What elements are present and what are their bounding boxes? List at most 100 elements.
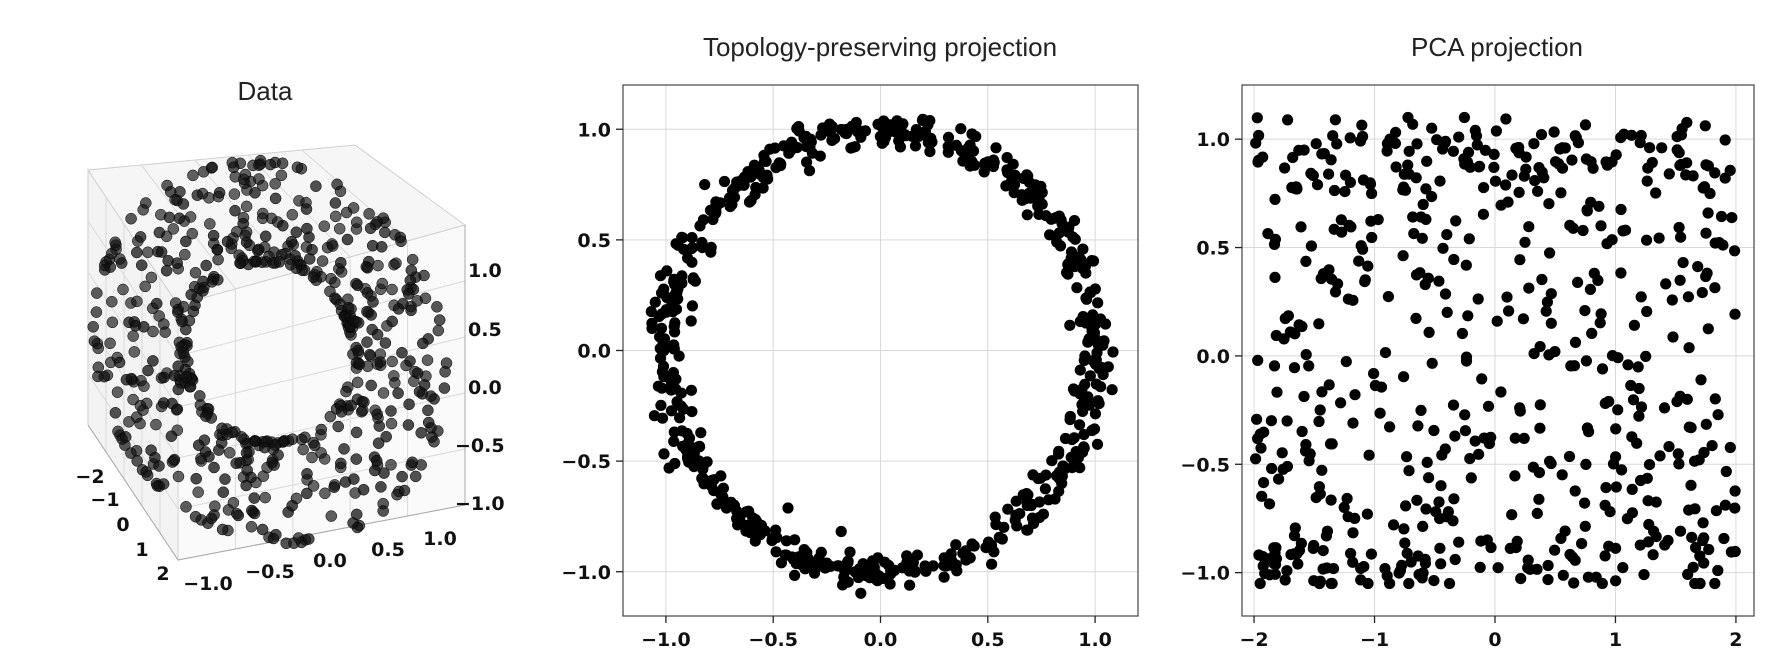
scatter-point-3d bbox=[396, 470, 408, 483]
scatter-point-3d bbox=[386, 315, 398, 328]
pca-panel: PCA projection −2 −1 0 1 2 −1.0 −0.5 0.0 0.5 1.0 bbox=[1180, 32, 1755, 651]
scatter-point bbox=[1094, 313, 1107, 325]
scatter-point-3d bbox=[207, 229, 220, 242]
scatter-point bbox=[672, 239, 684, 251]
scatter-point-3d bbox=[115, 257, 128, 269]
scatter-point bbox=[1535, 129, 1548, 141]
scatter-point bbox=[675, 387, 687, 399]
scatter-point-3d bbox=[127, 330, 139, 342]
scatter-point-3d bbox=[269, 178, 281, 190]
scatter-point bbox=[1441, 306, 1453, 318]
scatter-point-3d bbox=[106, 247, 118, 260]
scatter-point bbox=[1569, 336, 1582, 348]
scatter-point-3d bbox=[187, 169, 199, 182]
scatter-point bbox=[1596, 363, 1609, 375]
z-tick-label: −1.0 bbox=[455, 493, 505, 515]
scatter-point-3d bbox=[189, 299, 201, 312]
scatter-point bbox=[1615, 267, 1627, 279]
y-tick-label: −0.5 bbox=[1180, 454, 1230, 476]
scatter-point bbox=[1449, 553, 1461, 566]
scatter-point bbox=[696, 242, 709, 254]
scatter-point bbox=[1379, 347, 1392, 359]
scatter-point bbox=[1673, 147, 1685, 159]
scatter-point bbox=[1305, 240, 1317, 252]
scatter-point bbox=[879, 131, 892, 143]
scatter-point bbox=[1304, 448, 1316, 460]
scatter-point bbox=[1700, 270, 1712, 283]
scatter-point bbox=[1640, 350, 1652, 362]
scatter-point-3d bbox=[109, 407, 122, 419]
scatter-point bbox=[1064, 319, 1076, 331]
scatter-point bbox=[1043, 494, 1055, 506]
scatter-point bbox=[1474, 160, 1486, 172]
scatter-point bbox=[1662, 534, 1674, 547]
scatter-point bbox=[1699, 120, 1711, 132]
scatter-point bbox=[1435, 480, 1447, 492]
scatter-point bbox=[1035, 198, 1048, 210]
scatter-point-3d bbox=[249, 256, 262, 268]
scatter-point bbox=[1644, 142, 1656, 154]
scatter-point-3d bbox=[253, 173, 265, 185]
scatter-point bbox=[1482, 400, 1495, 412]
scatter-point bbox=[786, 136, 798, 148]
scatter-point-3d bbox=[172, 306, 184, 318]
scatter-point-3d bbox=[232, 509, 245, 522]
scatter-point-3d bbox=[395, 235, 407, 248]
scatter-point bbox=[1421, 456, 1433, 468]
x-tick-label: 1 bbox=[135, 539, 148, 561]
scatter-point bbox=[1089, 408, 1101, 420]
scatter-point-3d bbox=[213, 444, 225, 456]
scatter-point bbox=[1086, 255, 1098, 267]
scatter-point-3d bbox=[340, 385, 352, 398]
data-3d-panel: Data −2 −1 0 1 2 −1.0 −0.5 0.0 0.5 1.0 1… bbox=[75, 76, 504, 595]
scatter-point-3d bbox=[350, 453, 363, 465]
scatter-point-3d bbox=[189, 510, 202, 523]
scatter-point bbox=[1417, 198, 1429, 211]
scatter-point bbox=[1292, 558, 1304, 570]
scatter-point bbox=[1500, 113, 1512, 125]
scatter-point bbox=[1606, 156, 1618, 168]
scatter-point bbox=[1421, 155, 1433, 167]
scatter-point bbox=[1556, 469, 1568, 481]
scatter-point-3d bbox=[386, 283, 398, 296]
scatter-point bbox=[1550, 156, 1562, 168]
scatter-point bbox=[1277, 463, 1289, 475]
scatter-point bbox=[1502, 196, 1514, 208]
scatter-point-3d bbox=[258, 441, 271, 454]
scatter-point bbox=[670, 303, 683, 315]
scatter-point bbox=[1447, 399, 1460, 411]
scatter-point-3d bbox=[355, 405, 368, 418]
scatter-point bbox=[826, 121, 838, 133]
scatter-point bbox=[1282, 114, 1294, 126]
scatter-point-3d bbox=[142, 364, 154, 377]
scatter-point bbox=[674, 412, 686, 424]
scatter-point bbox=[1252, 354, 1264, 366]
scatter-point bbox=[1398, 371, 1410, 383]
scatter-point bbox=[1293, 319, 1305, 331]
scatter-point-3d bbox=[275, 169, 288, 182]
scatter-point bbox=[1572, 276, 1584, 288]
scatter-point bbox=[1002, 166, 1014, 179]
scatter-point bbox=[1279, 162, 1291, 174]
scatter-point bbox=[649, 296, 661, 308]
scatter-point bbox=[1540, 305, 1552, 317]
points-3d bbox=[87, 154, 453, 550]
scatter-point bbox=[705, 246, 717, 258]
scatter-point bbox=[1441, 511, 1453, 523]
scatter-point bbox=[660, 304, 672, 316]
scatter-point-3d bbox=[134, 231, 147, 243]
scatter-point-3d bbox=[229, 171, 242, 183]
scatter-point-3d bbox=[140, 197, 152, 209]
scatter-point bbox=[757, 172, 770, 184]
scatter-point-3d bbox=[177, 198, 190, 210]
scatter-point-3d bbox=[158, 371, 170, 384]
scatter-point bbox=[1106, 384, 1118, 396]
scatter-point bbox=[1051, 236, 1063, 248]
scatter-point bbox=[1650, 187, 1662, 199]
scatter-point-3d bbox=[221, 235, 234, 248]
scatter-point bbox=[1514, 254, 1526, 266]
scatter-point bbox=[1300, 349, 1312, 361]
scatter-point-3d bbox=[227, 161, 240, 174]
scatter-point-3d bbox=[324, 410, 337, 423]
scatter-point bbox=[1583, 426, 1595, 438]
